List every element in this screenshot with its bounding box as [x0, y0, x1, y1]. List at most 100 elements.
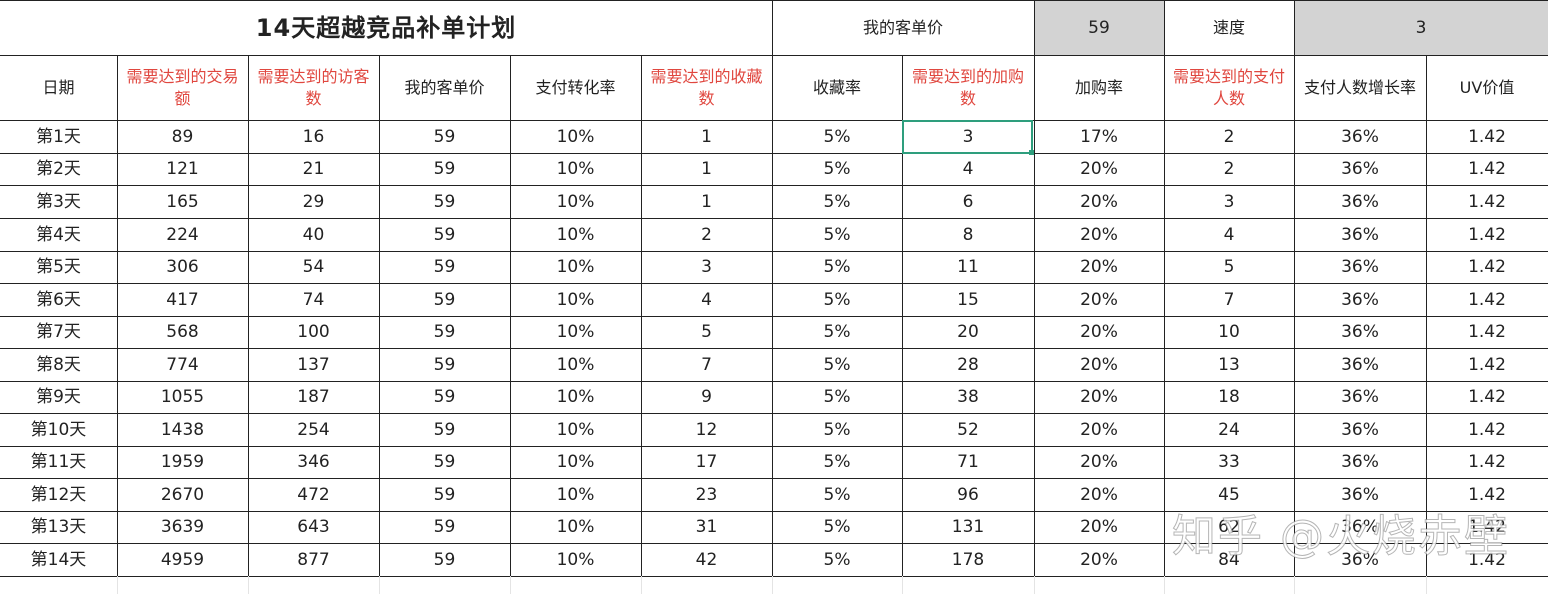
cell-cart-rate[interactable]: 20%: [1080, 484, 1118, 505]
cell-date[interactable]: 第2天: [36, 159, 81, 179]
cell-add-to-cart[interactable]: 15: [957, 289, 979, 310]
top-speed-label[interactable]: 速度: [1212, 17, 1245, 37]
cell-uv-value[interactable]: 1.42: [1468, 257, 1506, 277]
fill-handle[interactable]: [1029, 150, 1034, 155]
cell-favorites[interactable]: 5: [701, 322, 712, 342]
cell-cart-rate[interactable]: 20%: [1080, 387, 1118, 407]
cell-favorite-rate[interactable]: 5%: [823, 354, 851, 375]
cell-unit-price[interactable]: 59: [433, 419, 456, 440]
cell-cart-rate[interactable]: 20%: [1080, 549, 1118, 570]
cell-payer-growth[interactable]: 36%: [1341, 484, 1379, 505]
cell-date[interactable]: 第5天: [36, 257, 81, 277]
cell-date[interactable]: 第14天: [30, 549, 87, 570]
cell-trade-amount[interactable]: 4959: [160, 549, 205, 570]
cell-favorites[interactable]: 1: [701, 159, 712, 179]
header-favorites[interactable]: 需要达到的收藏数: [650, 66, 763, 108]
cell-add-to-cart[interactable]: 3: [962, 126, 974, 147]
sheet-title[interactable]: 14天超越竞品补单计划: [255, 13, 517, 42]
cell-payers[interactable]: 10: [1218, 322, 1240, 342]
cell-date[interactable]: 第4天: [36, 224, 81, 245]
cell-payer-growth[interactable]: 36%: [1341, 517, 1379, 537]
cell-date[interactable]: 第6天: [36, 289, 81, 310]
cell-favorites[interactable]: 1: [701, 126, 712, 147]
cell-uv-value[interactable]: 1.42: [1468, 159, 1506, 179]
cell-unit-price[interactable]: 59: [433, 322, 456, 342]
header-trade-amount[interactable]: 需要达到的交易额: [126, 66, 239, 108]
cell-trade-amount[interactable]: 2670: [160, 484, 205, 505]
cell-add-to-cart[interactable]: 4: [962, 159, 974, 179]
cell-pay-conversion[interactable]: 10%: [556, 387, 595, 407]
cell-visitors[interactable]: 137: [297, 354, 330, 375]
cell-favorite-rate[interactable]: 5%: [823, 126, 851, 147]
cell-trade-amount[interactable]: 121: [166, 159, 199, 179]
cell-favorites[interactable]: 17: [695, 452, 718, 472]
cell-pay-conversion[interactable]: 10%: [556, 354, 595, 375]
cell-visitors[interactable]: 346: [297, 452, 330, 472]
header-payer-growth[interactable]: 支付人数增长率: [1303, 77, 1416, 97]
cell-unit-price[interactable]: 59: [433, 289, 456, 310]
cell-payers[interactable]: 24: [1218, 419, 1240, 440]
cell-payer-growth[interactable]: 36%: [1341, 354, 1379, 375]
cell-favorite-rate[interactable]: 5%: [823, 484, 851, 505]
header-payers[interactable]: 需要达到的支付人数: [1172, 66, 1285, 108]
cell-trade-amount[interactable]: 568: [166, 322, 199, 342]
cell-uv-value[interactable]: 1.42: [1468, 322, 1506, 342]
cell-pay-conversion[interactable]: 10%: [556, 484, 595, 505]
cell-payers[interactable]: 2: [1223, 159, 1235, 179]
cell-payer-growth[interactable]: 36%: [1341, 191, 1379, 212]
cell-unit-price[interactable]: 59: [433, 159, 456, 179]
cell-date[interactable]: 第3天: [36, 191, 81, 212]
cell-favorites[interactable]: 3: [701, 257, 712, 277]
cell-payer-growth[interactable]: 36%: [1341, 452, 1379, 472]
cell-payer-growth[interactable]: 36%: [1341, 257, 1379, 277]
cell-date[interactable]: 第12天: [30, 484, 87, 505]
cell-favorite-rate[interactable]: 5%: [823, 191, 851, 212]
cell-favorites[interactable]: 12: [695, 419, 718, 440]
cell-pay-conversion[interactable]: 10%: [556, 419, 595, 440]
cell-uv-value[interactable]: 1.42: [1468, 549, 1506, 570]
cell-visitors[interactable]: 54: [302, 257, 325, 277]
cell-cart-rate[interactable]: 17%: [1080, 126, 1118, 147]
cell-payers[interactable]: 3: [1223, 191, 1235, 212]
cell-cart-rate[interactable]: 20%: [1080, 322, 1118, 342]
cell-trade-amount[interactable]: 165: [166, 191, 199, 212]
cell-visitors[interactable]: 187: [297, 387, 330, 407]
cell-uv-value[interactable]: 1.42: [1468, 289, 1506, 310]
cell-unit-price[interactable]: 59: [433, 517, 456, 537]
cell-unit-price[interactable]: 59: [433, 257, 456, 277]
cell-cart-rate[interactable]: 20%: [1080, 191, 1118, 212]
header-cart-rate[interactable]: 加购率: [1074, 77, 1123, 97]
cell-trade-amount[interactable]: 306: [166, 257, 199, 277]
cell-date[interactable]: 第7天: [36, 322, 81, 342]
cell-payer-growth[interactable]: 36%: [1341, 549, 1379, 570]
cell-uv-value[interactable]: 1.42: [1468, 517, 1506, 537]
cell-visitors[interactable]: 643: [297, 517, 330, 537]
cell-cart-rate[interactable]: 20%: [1080, 289, 1118, 310]
cell-uv-value[interactable]: 1.42: [1468, 224, 1506, 245]
cell-pay-conversion[interactable]: 10%: [556, 224, 595, 245]
cell-favorite-rate[interactable]: 5%: [823, 322, 851, 342]
cell-uv-value[interactable]: 1.42: [1468, 484, 1506, 505]
cell-visitors[interactable]: 100: [297, 322, 330, 342]
cell-visitors[interactable]: 21: [302, 159, 325, 179]
cell-trade-amount[interactable]: 224: [166, 224, 199, 245]
cell-favorite-rate[interactable]: 5%: [823, 159, 851, 179]
cell-visitors[interactable]: 472: [297, 484, 330, 505]
cell-cart-rate[interactable]: 20%: [1080, 224, 1118, 245]
cell-payers[interactable]: 4: [1223, 224, 1235, 245]
cell-unit-price[interactable]: 59: [433, 484, 456, 505]
cell-payers[interactable]: 7: [1223, 289, 1235, 310]
cell-payer-growth[interactable]: 36%: [1341, 419, 1379, 440]
cell-add-to-cart[interactable]: 96: [957, 484, 979, 505]
header-unit-price[interactable]: 我的客单价: [404, 77, 485, 97]
cell-payers[interactable]: 62: [1218, 517, 1240, 537]
cell-add-to-cart[interactable]: 6: [962, 191, 974, 212]
cell-unit-price[interactable]: 59: [433, 224, 456, 245]
cell-favorite-rate[interactable]: 5%: [823, 517, 851, 537]
cell-trade-amount[interactable]: 1055: [160, 387, 205, 407]
cell-payers[interactable]: 13: [1218, 354, 1240, 375]
cell-trade-amount[interactable]: 3639: [160, 517, 205, 537]
header-date[interactable]: 日期: [42, 77, 75, 97]
cell-favorite-rate[interactable]: 5%: [823, 224, 851, 245]
cell-unit-price[interactable]: 59: [433, 387, 456, 407]
